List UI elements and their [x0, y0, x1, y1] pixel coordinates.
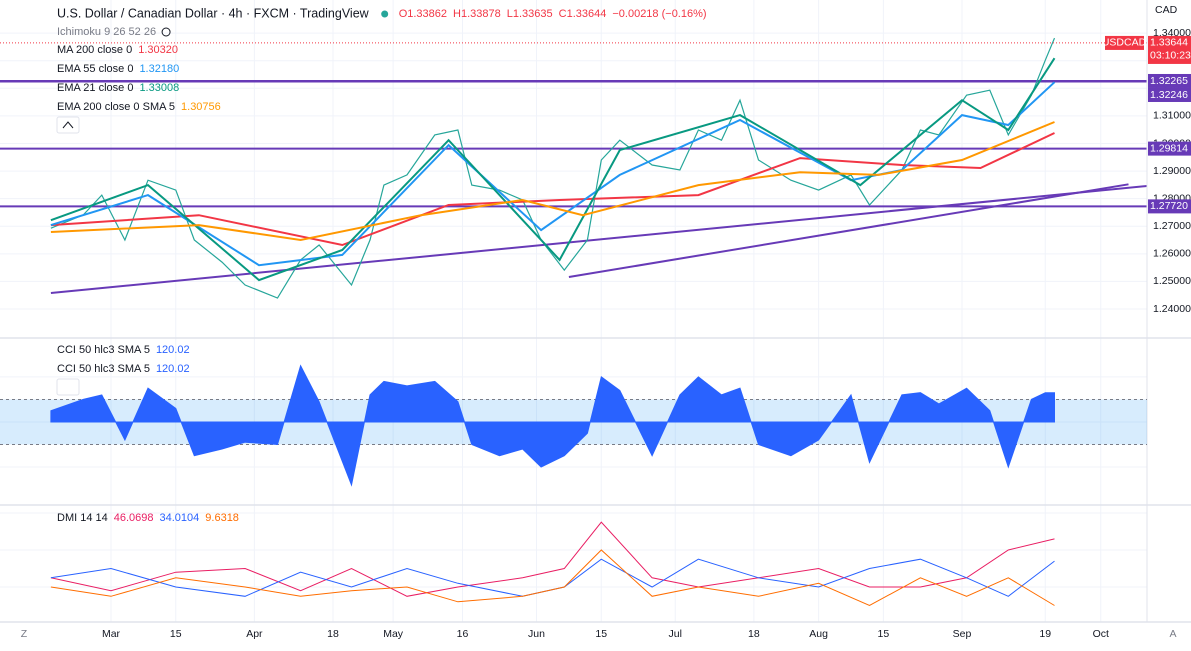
- last-price-label: 1.33644: [1150, 37, 1188, 49]
- indicator-value: 1.30320: [138, 44, 178, 56]
- price-line: [50, 121, 1055, 242]
- x-tick-label: Jul: [669, 628, 682, 640]
- corner-icon: A: [1169, 628, 1176, 640]
- indicator-value: 1.32180: [139, 63, 179, 75]
- collapse-button[interactable]: [56, 378, 80, 396]
- level-tag: [1148, 141, 1191, 156]
- indicator-value: 1.30756: [181, 101, 221, 113]
- dmi-line: [50, 521, 1055, 597]
- corner-icon: Z: [21, 628, 28, 640]
- price-line: [50, 132, 1055, 247]
- x-tick-label: Oct: [1093, 628, 1109, 640]
- status-dot: [381, 10, 389, 18]
- countdown: 03:10:23: [1150, 50, 1191, 62]
- level-tag: [1148, 199, 1191, 214]
- x-tick-label: 16: [457, 628, 469, 640]
- indicator-name: EMA 200 close 0 SMA 5: [57, 101, 175, 113]
- x-tick-label: 18: [327, 628, 339, 640]
- x-tick-label: Aug: [809, 628, 828, 640]
- hide-icon: [161, 27, 171, 37]
- dmi-legend: DMI 14 14: [57, 512, 108, 524]
- level-tag: [1148, 87, 1191, 102]
- y-tick-label: 1.24000: [1153, 303, 1191, 315]
- dmi-value: 9.6318: [205, 512, 239, 524]
- x-tick-label: 15: [170, 628, 182, 640]
- level-tag: [1148, 73, 1191, 88]
- y-tick-label: 1.34000: [1153, 27, 1191, 39]
- indicator-name: EMA 21 close 0: [57, 82, 133, 94]
- symbol-label: USDCAD: [1102, 37, 1147, 49]
- price-tag: [1148, 35, 1191, 64]
- indicator-legend: Ichimoku 9 26 52 26: [57, 26, 156, 38]
- x-tick-label: Mar: [102, 628, 121, 640]
- collapse-button[interactable]: [56, 116, 80, 134]
- x-tick-label: Sep: [953, 628, 972, 640]
- y-unit: CAD: [1155, 4, 1178, 16]
- ohlc-value: C1.33644: [559, 8, 607, 20]
- level-label: 1.29814: [1150, 142, 1188, 154]
- ohlc-value: L1.33635: [507, 8, 553, 20]
- cci-value: 120.02: [156, 344, 190, 356]
- y-tick-label: 1.26000: [1153, 248, 1191, 260]
- indicator-value: 1.33008: [139, 82, 179, 94]
- price-line: [50, 57, 1056, 282]
- dmi-value: 46.0698: [114, 512, 154, 524]
- trend-line: [568, 183, 1129, 278]
- ohlc-value: H1.33878: [453, 8, 501, 20]
- cci-area: [50, 364, 1055, 487]
- x-tick-label: 18: [748, 628, 760, 640]
- price-line: [50, 37, 1056, 299]
- axis-bg: [1148, 0, 1191, 622]
- dmi-line: [50, 549, 1055, 607]
- x-tick-label: 15: [878, 628, 890, 640]
- ohlc-value: −0.00218 (−0.16%): [612, 8, 706, 20]
- indicator-name: EMA 55 close 0: [57, 63, 133, 75]
- y-tick-label: 1.29000: [1153, 165, 1191, 177]
- trend-line: [50, 185, 1148, 294]
- x-tick-label: Apr: [246, 628, 263, 640]
- level-label: 1.32265: [1150, 75, 1188, 87]
- chart-title: U.S. Dollar / Canadian Dollar · 4h · FXC…: [57, 6, 370, 20]
- level-label: 1.27720: [1150, 200, 1188, 212]
- indicator-name: MA 200 close 0: [57, 44, 132, 56]
- y-tick-label: 1.27000: [1153, 220, 1191, 232]
- x-tick-label: 19: [1039, 628, 1051, 640]
- level-label: 1.32246: [1150, 89, 1188, 101]
- x-tick-label: May: [383, 628, 404, 640]
- x-tick-label: 15: [595, 628, 607, 640]
- cci-legend: CCI 50 hlc3 SMA 5: [57, 363, 150, 375]
- dmi-value: 34.0104: [160, 512, 200, 524]
- ohlc-value: O1.33862: [399, 8, 447, 20]
- cci-legend: CCI 50 hlc3 SMA 5: [57, 344, 150, 356]
- cci-value: 120.02: [156, 363, 190, 375]
- y-tick-label: 1.25000: [1153, 275, 1191, 287]
- collapse-icon: [62, 121, 74, 129]
- dmi-line: [50, 558, 1055, 597]
- symbol-tag: [1105, 35, 1144, 50]
- x-tick-label: Jun: [528, 628, 545, 640]
- y-tick-label: 1.31000: [1153, 110, 1191, 122]
- price-line: [50, 81, 1056, 267]
